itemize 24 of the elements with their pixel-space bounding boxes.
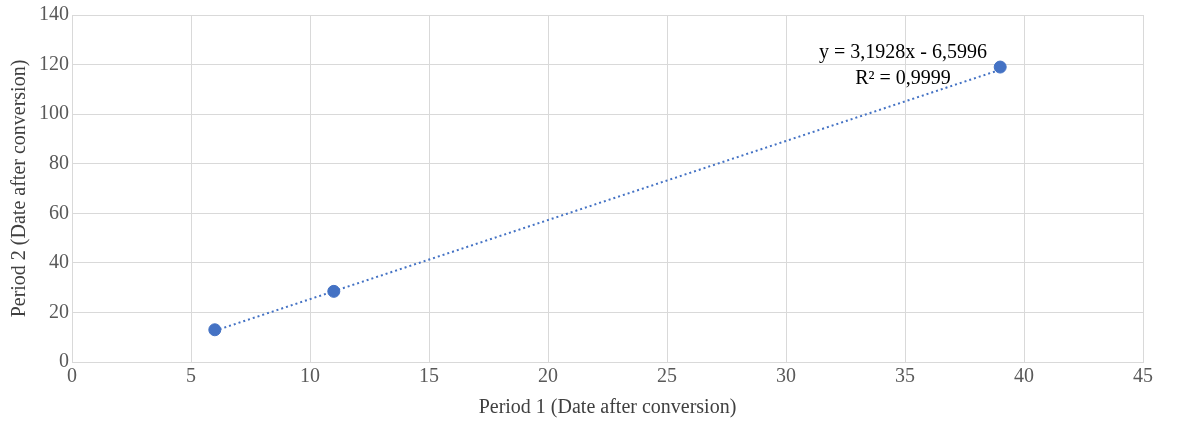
y-tick-label: 80 bbox=[49, 150, 69, 173]
x-tick-label: 30 bbox=[776, 364, 796, 387]
y-tick-label: 140 bbox=[39, 2, 69, 25]
x-tick-label: 25 bbox=[657, 364, 677, 387]
y-tick-label: 120 bbox=[39, 51, 69, 74]
annotation: R² = 0,9999 bbox=[855, 66, 951, 89]
x-tick-label: 5 bbox=[186, 364, 196, 387]
y-tick-label: 60 bbox=[49, 200, 69, 223]
point bbox=[327, 284, 341, 298]
point bbox=[993, 60, 1007, 74]
point bbox=[208, 323, 222, 337]
y-tick-label: 20 bbox=[49, 299, 69, 322]
y-axis-title: Period 2 (Date after conversion) bbox=[7, 59, 31, 318]
x-tick-label: 40 bbox=[1014, 364, 1034, 387]
x-tick-label: 10 bbox=[300, 364, 320, 387]
x-tick-label: 45 bbox=[1133, 364, 1153, 387]
y-tick-label: 0 bbox=[59, 349, 69, 372]
y-tick-label: 100 bbox=[39, 101, 69, 124]
annotation: y = 3,1928x - 6,5996 bbox=[819, 40, 987, 64]
x-axis-title: Period 1 (Date after conversion) bbox=[478, 395, 737, 419]
x-tick-label: 35 bbox=[895, 364, 915, 387]
y-tick-label: 40 bbox=[49, 250, 69, 273]
x-tick-label: 15 bbox=[419, 364, 439, 387]
x-tick-label: 20 bbox=[538, 364, 558, 387]
